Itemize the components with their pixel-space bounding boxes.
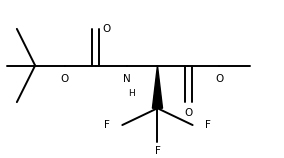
Text: F: F [104,120,110,130]
Text: O: O [103,24,111,34]
Text: O: O [215,74,224,84]
Text: H: H [128,89,135,98]
Polygon shape [153,66,162,108]
Text: F: F [154,146,160,156]
Text: F: F [205,120,211,130]
Text: O: O [60,74,69,84]
Text: N: N [123,74,130,84]
Text: O: O [184,108,193,118]
